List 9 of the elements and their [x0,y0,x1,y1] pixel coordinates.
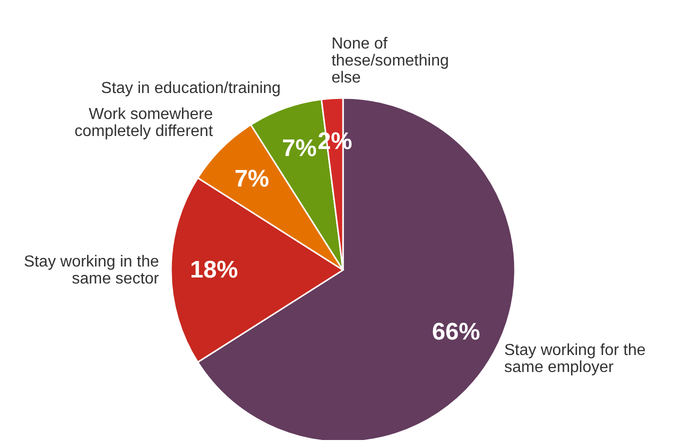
slice-label: None of these/something else [331,35,449,86]
data-label: 7% [282,135,317,162]
data-label: 66% [432,318,480,346]
data-label: 18% [190,256,238,284]
data-label: 7% [234,165,270,192]
slice-label: Stay in education/training [101,80,281,97]
slice-label: Stay working for the same employer [504,342,646,376]
slice-label: Stay working in the same sector [24,254,160,288]
slice-label: Work somewhere completely different [74,106,214,140]
